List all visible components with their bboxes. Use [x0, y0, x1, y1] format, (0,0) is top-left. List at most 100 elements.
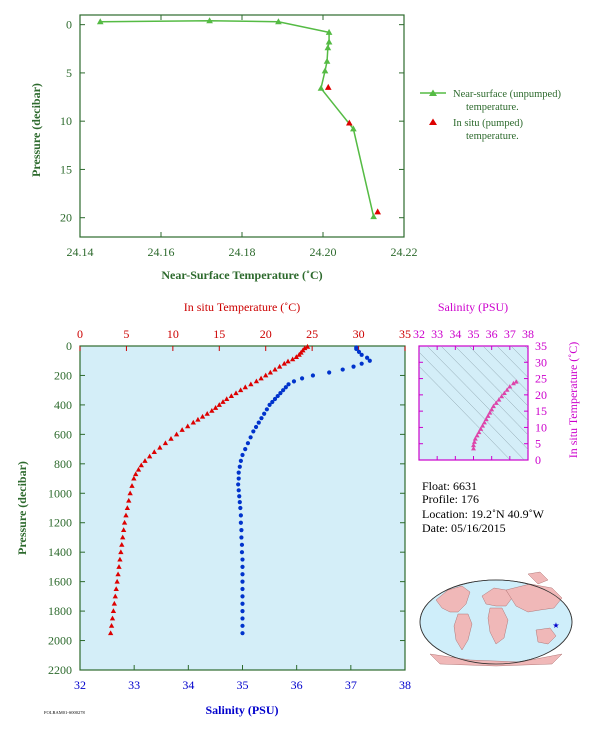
data-point-pumped — [324, 83, 332, 90]
salinity-tick-label: 38 — [399, 678, 411, 692]
density-contour — [419, 365, 511, 460]
temperature-point — [109, 615, 116, 621]
profile-y-label: Pressure (decibar) — [15, 461, 29, 555]
temperature-tick-label: 5 — [123, 327, 129, 341]
temperature-point — [267, 369, 274, 375]
salinity-point — [240, 623, 245, 628]
near-surface-series — [96, 17, 381, 220]
near-surface-plot-frame — [79, 14, 405, 238]
profile-number: Profile: 176 — [422, 492, 479, 506]
ts-y-tick-label: 30 — [535, 355, 547, 369]
temperature-point — [120, 527, 127, 533]
pressure-tick-label: 1600 — [48, 575, 72, 589]
salinity-point — [236, 482, 241, 487]
x-tick-label: 24.18 — [229, 245, 256, 259]
temperature-tick-label: 25 — [306, 327, 318, 341]
salinity-tick-label: 32 — [74, 678, 86, 692]
salinity-point — [283, 385, 288, 390]
profile-date: Date: 05/16/2015 — [422, 521, 506, 535]
temperature-point — [258, 375, 264, 381]
salinity-point — [240, 631, 245, 636]
salinity-point — [238, 520, 243, 525]
profile-axes: 32 33 34 35 36 37 38 0 5 10 15 20 25 30 35 0 200 400 600 80… — [48, 327, 411, 692]
salinity-point — [239, 535, 244, 540]
temperature-point — [190, 419, 196, 425]
y-tick-label: 15 — [60, 162, 72, 176]
salinity-point — [240, 594, 245, 599]
temperature-point — [138, 462, 144, 468]
salinity-point — [267, 402, 272, 408]
temperature-axis-label: In situ Temperature (˚C) — [184, 300, 301, 314]
temperature-point — [242, 384, 248, 390]
temperature-point — [204, 410, 210, 416]
ts-series — [471, 379, 519, 451]
near-surface-legend: Near-surface (unpumped) temperature. In … — [420, 89, 561, 142]
ts-point — [483, 416, 489, 422]
data-point-unpumped — [323, 57, 331, 64]
salinity-point — [240, 579, 245, 584]
temperature-point — [151, 449, 157, 454]
temperature-point — [253, 378, 260, 384]
data-point-unpumped — [370, 213, 377, 220]
profile-chart: 32 33 34 35 36 37 38 0 5 10 15 20 25 30 35 0 200 400 600 80… — [15, 300, 411, 717]
data-point-unpumped — [275, 18, 282, 25]
temperature-point — [285, 358, 291, 364]
near-surface-x-label: Near-Surface Temperature (˚C) — [161, 268, 322, 282]
ts-y-tick-label: 15 — [535, 404, 547, 418]
salinity-point — [239, 550, 245, 555]
density-contour — [468, 346, 528, 407]
legend-label-unpumped-1: Near-surface (unpumped) — [453, 89, 561, 100]
y-tick-label: 5 — [66, 66, 72, 80]
salinity-point — [237, 494, 242, 499]
salinity-point — [251, 429, 256, 434]
salinity-point — [299, 376, 305, 381]
ts-axes: 32 33 34 35 36 37 38 0 5 10 15 20 25 30 35 — [413, 327, 547, 467]
temperature-point — [108, 623, 115, 628]
ts-x-tick-label: 35 — [468, 327, 480, 341]
salinity-point — [236, 488, 241, 493]
salinity-point — [351, 364, 356, 369]
ts-point — [474, 432, 480, 438]
temperature-point — [162, 440, 169, 446]
profile-plot-area — [79, 345, 406, 671]
temperature-point — [129, 483, 135, 488]
ts-point — [499, 393, 505, 399]
ts-x-tick-label: 37 — [504, 327, 516, 341]
legend-label-pumped-1: In situ (pumped) — [453, 118, 523, 129]
temperature-point — [112, 593, 118, 599]
pressure-tick-label: 2200 — [48, 663, 72, 677]
temperature-point — [131, 475, 137, 481]
ts-x-tick-label: 34 — [449, 327, 461, 341]
salinity-point — [256, 420, 261, 425]
near-surface-axes: 24.14 24.16 24.18 24.20 24.22 0 5 10 15 20 — [60, 15, 418, 259]
temperature-point — [209, 408, 215, 413]
temperature-tick-label: 20 — [260, 327, 272, 341]
temperature-point — [111, 600, 118, 606]
salinity-point — [262, 411, 267, 416]
temperature-point — [248, 381, 254, 387]
ts-point — [480, 423, 486, 428]
salinity-tick-label: 36 — [291, 678, 303, 692]
temperature-point — [107, 630, 114, 636]
temperature-point — [185, 423, 191, 429]
y-tick-label: 10 — [60, 114, 72, 128]
salinity-axis-label: Salinity (PSU) — [205, 703, 278, 717]
salinity-point — [310, 373, 316, 378]
temperature-point — [113, 586, 119, 591]
salinity-point — [253, 424, 259, 430]
ts-x-tick-label: 36 — [486, 327, 498, 341]
temperature-point — [127, 490, 133, 496]
salinity-point — [248, 435, 253, 440]
y-tick-label: 0 — [66, 18, 72, 32]
salinity-point — [354, 346, 359, 352]
ts-x-tick-label: 33 — [431, 327, 443, 341]
salinity-tick-label: 35 — [237, 678, 249, 692]
x-tick-label: 24.14 — [67, 245, 94, 259]
temperature-point — [296, 352, 302, 357]
salinity-point — [356, 349, 362, 354]
x-tick-label: 24.22 — [391, 245, 418, 259]
temperature-point — [237, 387, 244, 393]
ts-point — [487, 410, 493, 415]
salinity-point — [259, 416, 264, 421]
map-outline — [419, 579, 573, 665]
